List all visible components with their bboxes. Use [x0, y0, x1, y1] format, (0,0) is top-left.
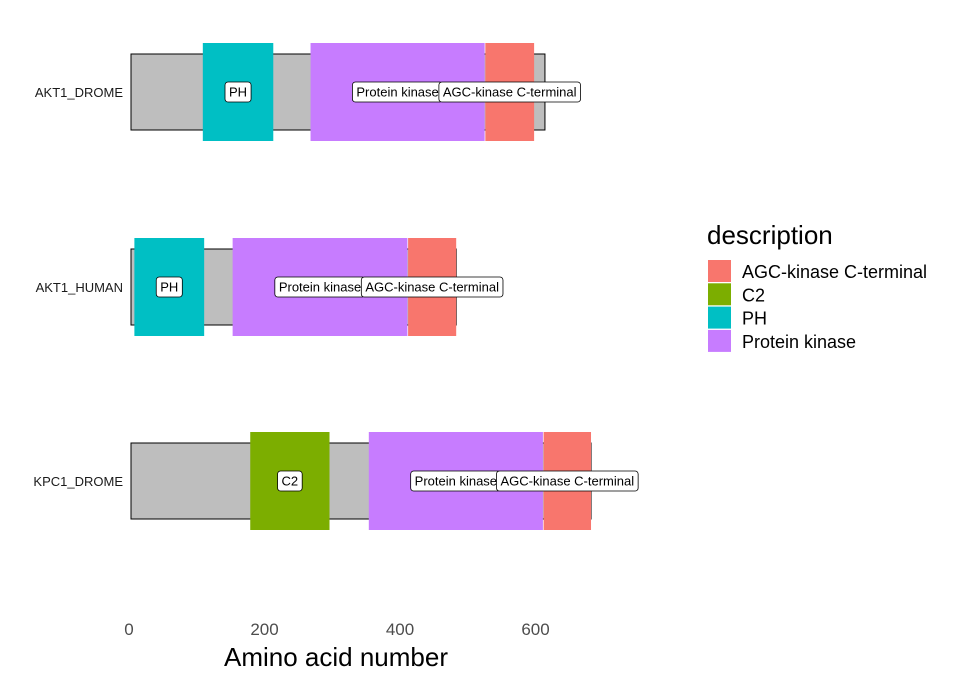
domain-label: Protein kinase — [274, 276, 366, 298]
domain-label-text: Protein kinase — [415, 474, 497, 489]
y-tick-label: KPC1_DROME — [33, 474, 123, 489]
legend-label: C2 — [742, 285, 765, 305]
domain-label: AGC-kinase C-terminal — [496, 470, 639, 492]
x-tick-label: 400 — [386, 620, 414, 639]
legend-item: Protein kinase — [708, 329, 856, 352]
x-tick-label: 600 — [521, 620, 549, 639]
legend-label: AGC-kinase C-terminal — [742, 262, 927, 282]
legend-title: description — [707, 220, 833, 250]
domain-label: AGC-kinase C-terminal — [360, 276, 504, 298]
legend-label: PH — [742, 309, 767, 329]
domain-label-text: C2 — [282, 474, 299, 489]
domain-label: AGC-kinase C-terminal — [438, 81, 581, 103]
domain-label-text: PH — [229, 85, 247, 100]
protein-row: PH Protein kinase AGC-kinase C-terminal AKT… — [36, 238, 504, 336]
legend-swatch — [708, 260, 731, 282]
domain-label-box — [155, 276, 183, 298]
domain-label-text: AGC-kinase C-terminal — [365, 280, 499, 295]
x-tick-label: 0 — [124, 620, 133, 639]
domain-label-text: AGC-kinase C-terminal — [443, 85, 577, 100]
domain-label-box — [496, 470, 639, 492]
legend-swatch — [708, 283, 731, 306]
legend-items: AGC-kinase C-terminal C2 PH Protein kinase — [708, 260, 927, 352]
legend: description AGC-kinase C-terminal C2 PH Pro… — [707, 220, 927, 352]
y-tick-label: AKT1_HUMAN — [36, 280, 123, 295]
domain-label-box — [224, 81, 252, 103]
x-axis: 0 200 400 600 — [124, 620, 549, 639]
protein-row: PH Protein kinase AGC-kinase C-terminal AKT… — [35, 43, 581, 141]
protein-row: C2 Protein kinase AGC-kinase C-terminal KPC… — [33, 432, 639, 530]
legend-swatch — [708, 306, 731, 329]
domain-label: C2 — [277, 470, 303, 492]
domain-label-text: Protein kinase — [279, 280, 361, 295]
legend-item: C2 — [708, 283, 765, 306]
domain-label: Protein kinase — [352, 81, 444, 103]
legend-label: Protein kinase — [742, 332, 856, 352]
domain-label-box — [360, 276, 504, 298]
domain-label: PH — [155, 276, 183, 298]
legend-item: PH — [708, 306, 767, 329]
y-tick-label: AKT1_DROME — [35, 85, 123, 100]
domain-label-box — [438, 81, 581, 103]
legend-swatch — [708, 329, 731, 352]
proteins-layer: PH Protein kinase AGC-kinase C-terminalAKT… — [33, 43, 639, 530]
x-tick-label: 200 — [250, 620, 278, 639]
domain-label: Protein kinase — [410, 470, 502, 492]
domain-label-text: AGC-kinase C-terminal — [500, 474, 634, 489]
domain-label-text: PH — [160, 280, 178, 295]
domain-label-text: Protein kinase — [356, 85, 438, 100]
x-axis-title: Amino acid number — [224, 642, 448, 672]
legend-item: AGC-kinase C-terminal — [708, 260, 927, 282]
domain-label-box — [277, 470, 303, 492]
domain-label: PH — [224, 81, 252, 103]
